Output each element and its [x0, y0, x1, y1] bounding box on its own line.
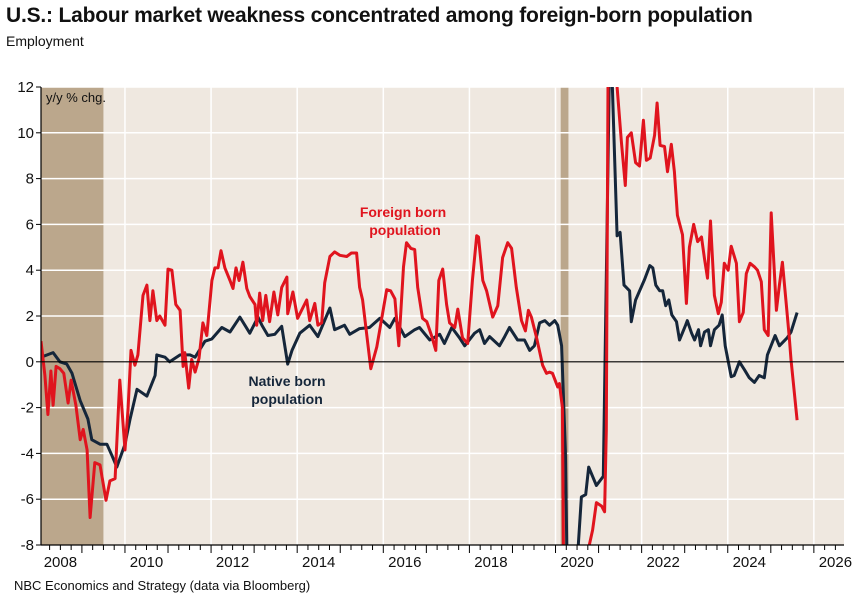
y-tick-label: 0 [26, 354, 34, 371]
foreign-born-label-line1: Foreign born [360, 204, 446, 220]
x-tick-labels: 2008 2010 2012 2014 2016 2018 2020 2022 2024 2026 [44, 554, 852, 571]
native-born-label-line1: Native born [248, 373, 325, 389]
y-tick-label: -2 [21, 400, 34, 417]
y-tick-labels: -8 -6 -4 -2 0 2 4 6 8 10 12 [17, 79, 34, 554]
x-tick-label: 2008 [44, 554, 77, 571]
source-note: NBC Economics and Strategy (data via Blo… [14, 578, 311, 593]
y-axis-label: y/y % chg. [46, 90, 106, 105]
x-tick-label: 2016 [388, 554, 421, 571]
native-born-label-line2: population [251, 391, 323, 407]
y-tick-label: 2 [26, 308, 34, 325]
axes [36, 86, 844, 553]
x-tick-label: 2026 [819, 554, 852, 571]
series-lines [41, 87, 799, 545]
x-tick-label: 2020 [560, 554, 593, 571]
series-line-foreign-born [41, 87, 799, 545]
chart-title: U.S.: Labour market weakness concentrate… [6, 4, 753, 27]
y-tick-label: 8 [26, 171, 34, 188]
x-tick-label: 2010 [130, 554, 163, 571]
y-tick-label: -8 [21, 537, 34, 554]
y-tick-label: 6 [26, 216, 34, 233]
x-tick-label: 2018 [474, 554, 507, 571]
y-tick-label: -6 [21, 491, 34, 508]
y-tick-label: 12 [17, 79, 34, 96]
foreign-born-label-line2: population [369, 222, 441, 238]
x-tick-label: 2022 [646, 554, 679, 571]
x-tick-label: 2012 [216, 554, 249, 571]
y-tick-label: 10 [17, 125, 34, 142]
chart-subtitle: Employment [6, 33, 84, 49]
y-tick-label: 4 [26, 262, 34, 279]
x-tick-label: 2024 [733, 554, 766, 571]
gridlines [41, 86, 844, 545]
y-tick-label: -4 [21, 445, 34, 462]
x-tick-label: 2014 [302, 554, 335, 571]
series-line-native-born [41, 87, 799, 545]
